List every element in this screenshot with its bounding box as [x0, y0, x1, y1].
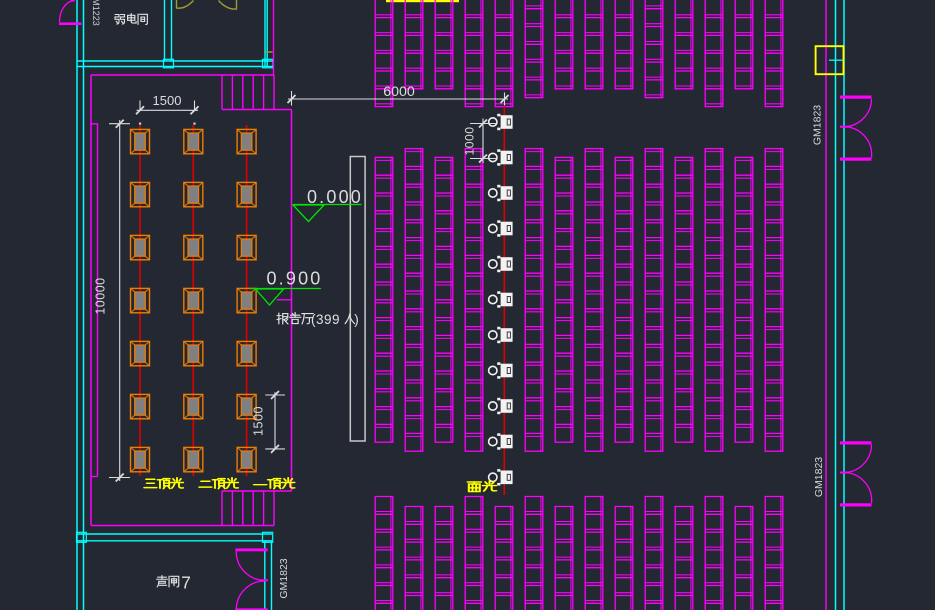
svg-text:): ) [354, 312, 359, 327]
svg-text:0.900: 0.900 [266, 269, 322, 289]
svg-text:GM1823: GM1823 [278, 558, 290, 598]
svg-text:6000: 6000 [383, 84, 415, 100]
svg-text:1500: 1500 [153, 93, 182, 108]
svg-text:GM1823: GM1823 [813, 457, 825, 497]
svg-text:1500: 1500 [252, 406, 266, 436]
svg-text:7: 7 [181, 573, 191, 593]
svg-text:10000: 10000 [94, 277, 108, 314]
svg-text:0.000: 0.000 [307, 187, 363, 207]
svg-text:M1223: M1223 [91, 0, 101, 26]
svg-text:1000: 1000 [463, 126, 477, 155]
svg-text:GM1823: GM1823 [812, 105, 824, 145]
svg-text:(399: (399 [311, 312, 340, 327]
